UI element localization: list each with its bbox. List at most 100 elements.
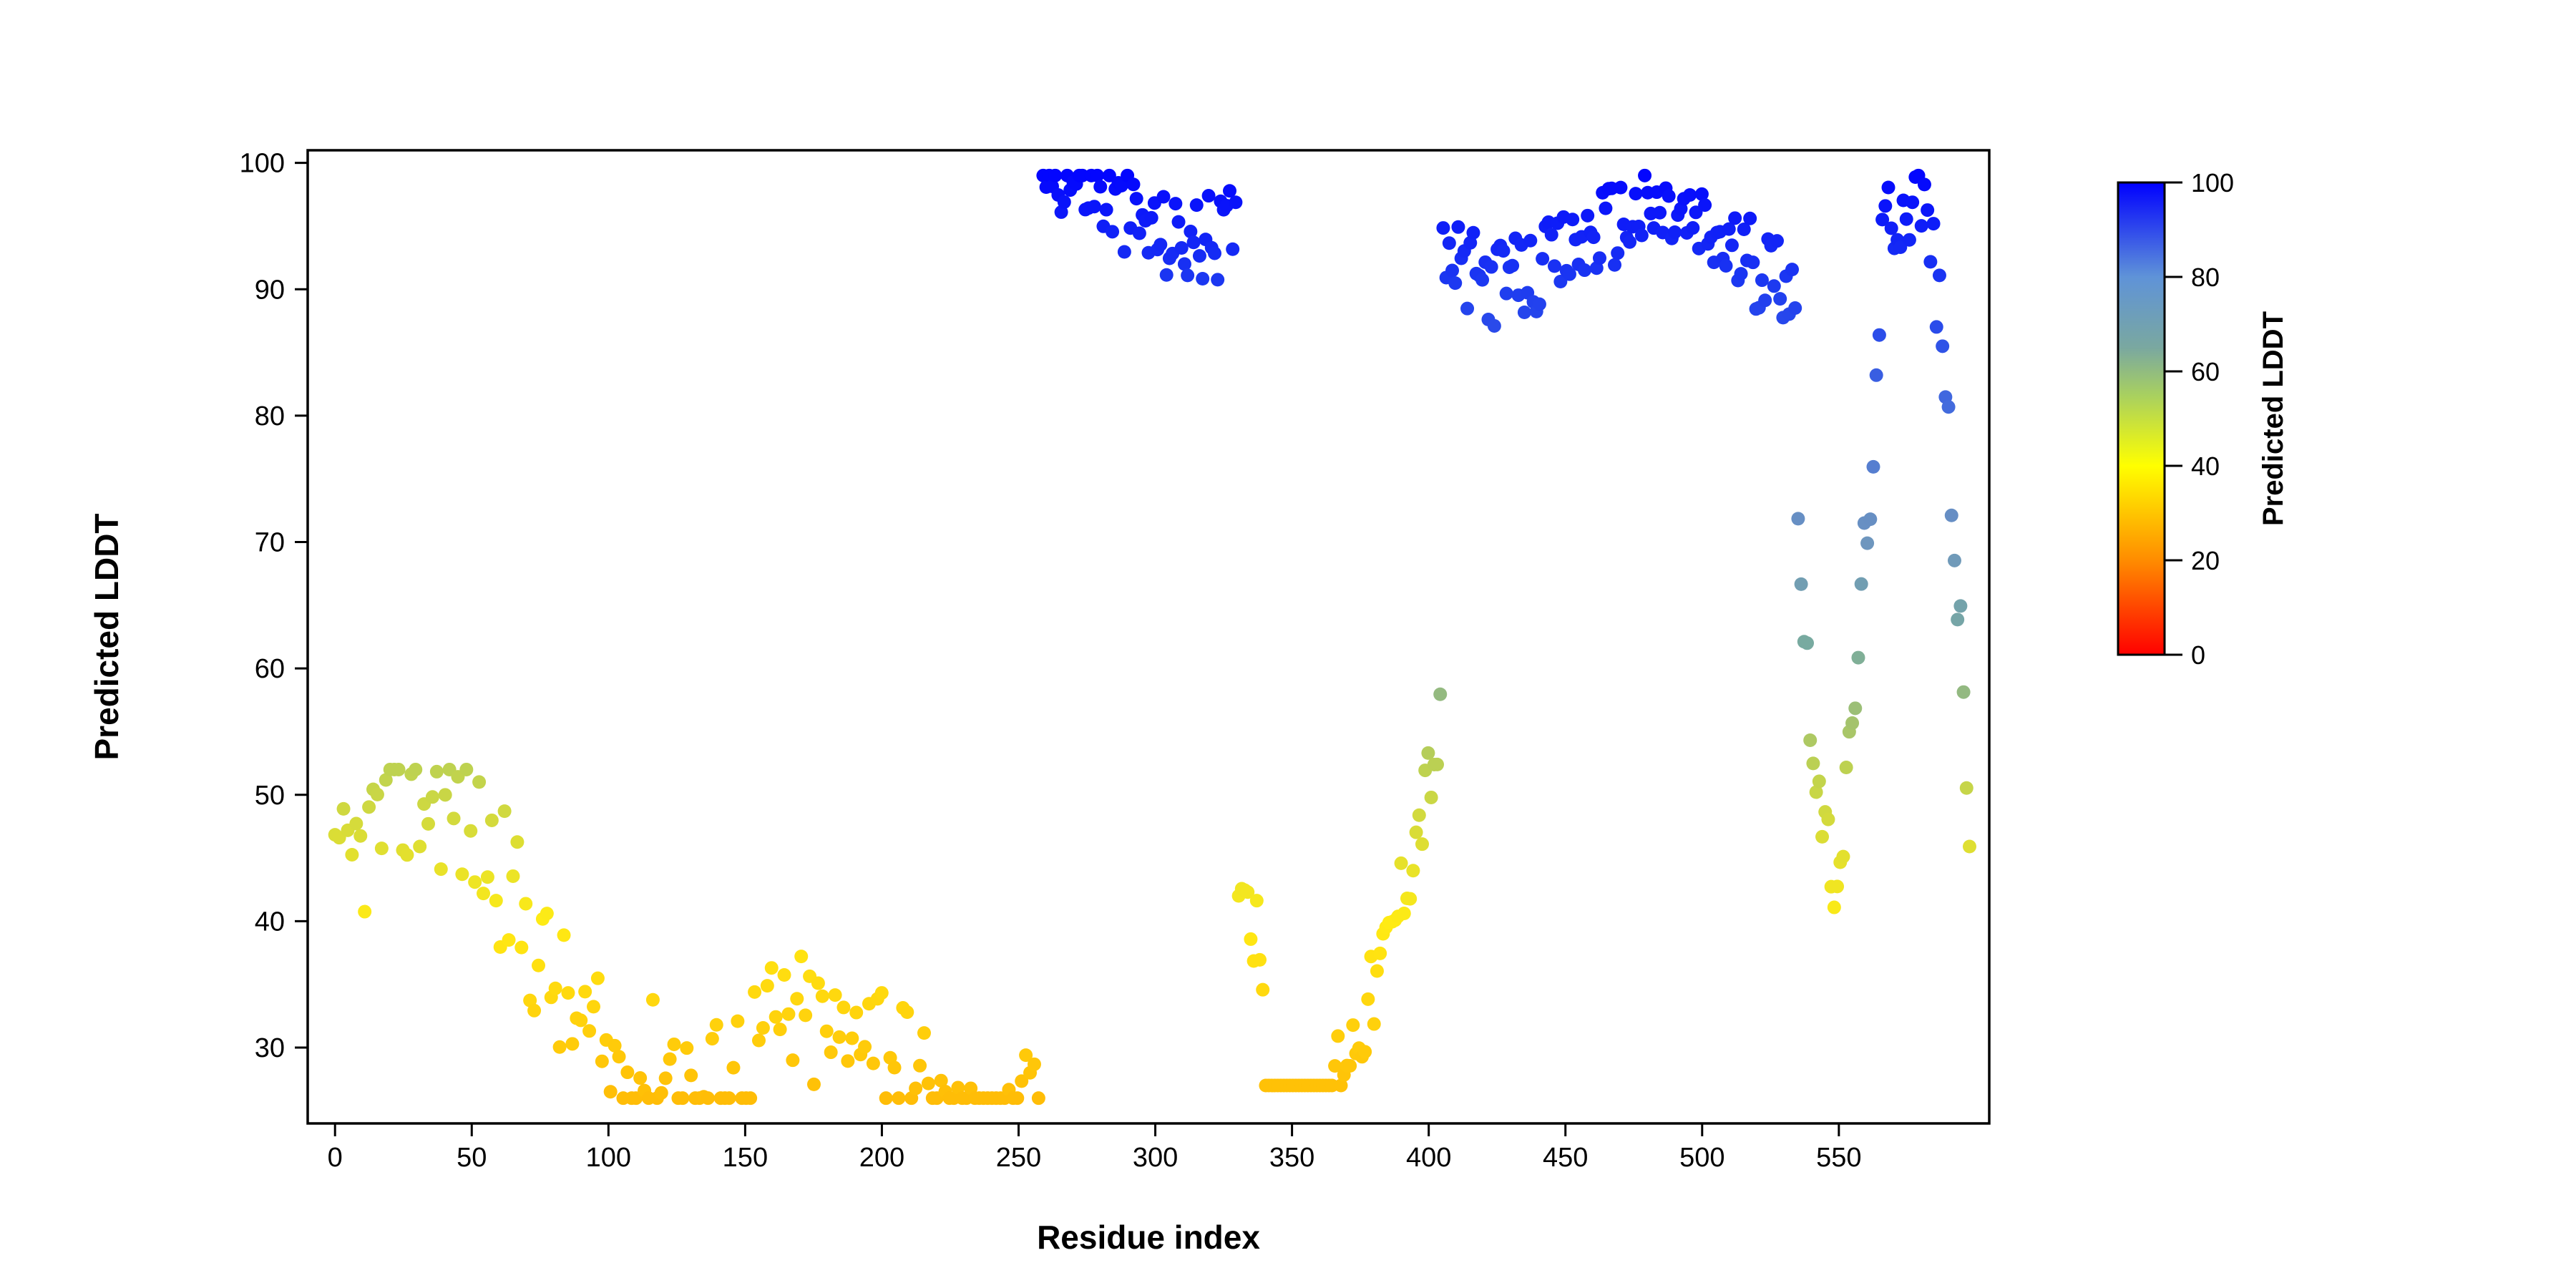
residue-data-point[interactable]	[1921, 203, 1934, 217]
residue-data-point[interactable]	[434, 862, 448, 876]
residue-data-point[interactable]	[1370, 964, 1384, 977]
residue-data-point[interactable]	[1430, 758, 1444, 771]
residue-data-point[interactable]	[1413, 809, 1426, 822]
residue-data-point[interactable]	[1153, 238, 1167, 251]
residue-data-point[interactable]	[1855, 577, 1868, 591]
residue-data-point[interactable]	[532, 959, 545, 972]
residue-data-point[interactable]	[1578, 263, 1591, 277]
residue-data-point[interactable]	[1395, 857, 1408, 870]
residue-data-point[interactable]	[1058, 195, 1071, 209]
residue-data-point[interactable]	[799, 1008, 812, 1022]
residue-data-point[interactable]	[1343, 1059, 1357, 1073]
residue-data-point[interactable]	[1635, 229, 1649, 243]
residue-data-point[interactable]	[595, 1055, 609, 1068]
residue-data-point[interactable]	[1840, 761, 1853, 774]
residue-data-point[interactable]	[824, 1045, 838, 1059]
residue-data-point[interactable]	[1202, 189, 1216, 203]
residue-data-point[interactable]	[1882, 180, 1896, 194]
residue-data-point[interactable]	[1629, 187, 1642, 200]
residue-data-point[interactable]	[582, 1024, 596, 1038]
residue-data-point[interactable]	[1208, 246, 1221, 260]
residue-data-point[interactable]	[752, 1034, 766, 1048]
residue-data-point[interactable]	[1175, 241, 1189, 255]
residue-data-point[interactable]	[778, 968, 791, 982]
residue-data-point[interactable]	[358, 905, 371, 919]
residue-data-point[interactable]	[409, 763, 422, 776]
residue-data-point[interactable]	[1845, 716, 1859, 730]
residue-data-point[interactable]	[1746, 255, 1760, 269]
residue-data-point[interactable]	[1662, 189, 1676, 203]
residue-data-point[interactable]	[790, 992, 804, 1005]
residue-data-point[interactable]	[1506, 259, 1519, 273]
residue-data-point[interactable]	[786, 1053, 799, 1067]
residue-data-point[interactable]	[455, 867, 469, 881]
residue-data-point[interactable]	[1758, 293, 1772, 307]
residue-data-point[interactable]	[1951, 613, 1964, 626]
residue-data-point[interactable]	[1743, 212, 1757, 225]
residue-data-point[interactable]	[1581, 209, 1594, 223]
residue-data-point[interactable]	[1229, 195, 1242, 209]
residue-data-point[interactable]	[1488, 319, 1501, 333]
residue-data-point[interactable]	[1106, 225, 1119, 238]
residue-data-point[interactable]	[1010, 1091, 1024, 1105]
residue-data-point[interactable]	[413, 840, 426, 854]
residue-data-point[interactable]	[1918, 177, 1931, 191]
residue-data-point[interactable]	[1933, 268, 1946, 282]
residue-data-point[interactable]	[1533, 298, 1546, 311]
residue-data-point[interactable]	[1599, 202, 1612, 215]
residue-data-point[interactable]	[917, 1026, 931, 1040]
residue-data-point[interactable]	[604, 1085, 618, 1098]
residue-data-point[interactable]	[1815, 830, 1829, 844]
residue-data-point[interactable]	[1821, 813, 1835, 826]
residue-data-point[interactable]	[1698, 198, 1712, 212]
residue-data-point[interactable]	[392, 763, 406, 776]
residue-data-point[interactable]	[1735, 267, 1748, 280]
residue-data-point[interactable]	[1900, 213, 1913, 226]
residue-data-point[interactable]	[371, 788, 384, 801]
residue-data-point[interactable]	[1906, 195, 1919, 209]
residue-data-point[interactable]	[1788, 301, 1802, 315]
residue-data-point[interactable]	[668, 1038, 681, 1051]
residue-data-point[interactable]	[774, 1023, 787, 1036]
residue-data-point[interactable]	[1358, 1045, 1372, 1058]
residue-data-point[interactable]	[1860, 537, 1874, 550]
residue-data-point[interactable]	[663, 1053, 677, 1066]
residue-data-point[interactable]	[1773, 292, 1787, 306]
residue-data-point[interactable]	[1451, 220, 1465, 234]
residue-data-point[interactable]	[1806, 756, 1820, 770]
residue-data-point[interactable]	[1791, 512, 1805, 525]
residue-data-point[interactable]	[706, 1032, 719, 1045]
residue-data-point[interactable]	[761, 979, 774, 992]
residue-data-point[interactable]	[1100, 203, 1113, 217]
residue-data-point[interactable]	[464, 824, 477, 838]
residue-data-point[interactable]	[1927, 217, 1941, 230]
residue-data-point[interactable]	[1903, 233, 1916, 247]
residue-data-point[interactable]	[1587, 230, 1601, 244]
residue-data-point[interactable]	[1367, 1018, 1381, 1031]
residue-data-point[interactable]	[1190, 198, 1204, 212]
residue-data-point[interactable]	[1725, 238, 1739, 252]
residue-data-point[interactable]	[1953, 599, 1967, 613]
residue-data-point[interactable]	[1346, 1018, 1360, 1032]
residue-data-point[interactable]	[807, 1078, 821, 1091]
residue-data-point[interactable]	[1133, 227, 1146, 240]
residue-data-point[interactable]	[1623, 235, 1636, 249]
residue-data-point[interactable]	[922, 1077, 935, 1091]
residue-data-point[interactable]	[1614, 181, 1627, 195]
residue-data-point[interactable]	[1611, 246, 1624, 260]
residue-data-point[interactable]	[540, 907, 554, 920]
residue-data-point[interactable]	[888, 1061, 902, 1075]
residue-data-point[interactable]	[841, 1054, 854, 1068]
residue-data-point[interactable]	[1196, 272, 1209, 286]
residue-data-point[interactable]	[1403, 892, 1417, 906]
residue-data-point[interactable]	[421, 817, 435, 831]
residue-data-point[interactable]	[477, 887, 490, 900]
residue-data-point[interactable]	[769, 1010, 783, 1024]
residue-data-point[interactable]	[502, 933, 516, 947]
residue-data-point[interactable]	[1866, 460, 1880, 474]
residue-data-point[interactable]	[1160, 268, 1174, 282]
residue-data-point[interactable]	[353, 829, 367, 843]
residue-data-point[interactable]	[748, 985, 761, 999]
residue-data-point[interactable]	[447, 811, 461, 825]
residue-data-point[interactable]	[1425, 791, 1438, 804]
